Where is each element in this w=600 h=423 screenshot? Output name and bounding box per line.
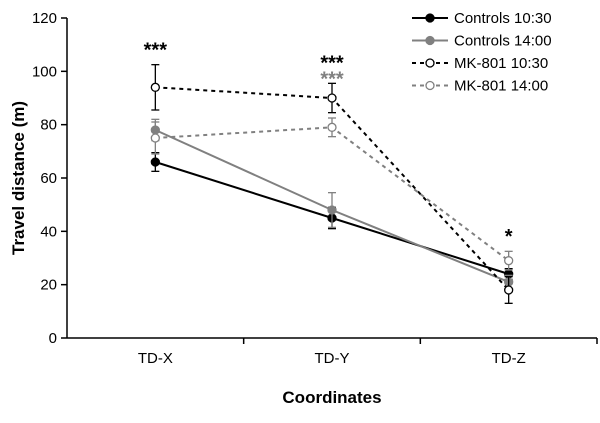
y-tick-label: 60: [40, 170, 57, 187]
legend-marker: [425, 35, 435, 46]
data-point: [504, 285, 514, 295]
data-point: [327, 93, 337, 103]
y-axis-title: Travel distance (m): [9, 101, 28, 255]
series-3: [150, 117, 514, 271]
significance-marker: *: [505, 226, 513, 248]
series-layer: [150, 64, 514, 304]
x-tick-label: TD-X: [138, 350, 173, 367]
y-tick-label: 20: [40, 277, 57, 294]
legend-marker: [425, 80, 435, 91]
legend-label: MK-801 10:30: [454, 55, 548, 72]
legend-item: MK-801 10:30: [412, 55, 548, 72]
legend-label: MK-801 14:00: [454, 78, 548, 95]
data-point: [150, 133, 160, 143]
legend-item: Controls 14:00: [412, 33, 552, 50]
y-tick-label: 40: [40, 223, 57, 240]
x-tick-label: TD-Z: [492, 350, 526, 367]
y-tick-label: 0: [49, 330, 57, 347]
significance-marker: ***: [320, 69, 344, 91]
legend-item: MK-801 14:00: [412, 78, 548, 95]
data-point: [150, 157, 160, 167]
x-tick-label: TD-Y: [315, 350, 350, 367]
data-point: [327, 205, 337, 215]
series-2: [150, 64, 514, 304]
legend-marker: [425, 58, 435, 68]
data-point: [150, 82, 160, 92]
axes: 0 20 40 60 80 100 120 TD-X TD-Y TD-Z: [32, 10, 598, 367]
legend: Controls 10:30 Controls 14:00 MK-801 10:30…: [412, 10, 552, 95]
x-axis-title: Coordinates: [282, 388, 381, 407]
y-tick-label: 100: [32, 63, 57, 80]
significance-marker: ***: [144, 39, 168, 61]
series-1: [150, 118, 514, 290]
y-tick-label: 120: [32, 10, 57, 27]
data-point: [504, 256, 514, 266]
annotation-layer: **********: [144, 39, 513, 248]
legend-label: Controls 14:00: [454, 33, 552, 50]
y-tick-label: 80: [40, 117, 57, 134]
legend-label: Controls 10:30: [454, 10, 552, 27]
legend-marker: [425, 13, 435, 23]
legend-item: Controls 10:30: [412, 10, 552, 27]
significance-marker: ***: [320, 53, 344, 75]
data-point: [327, 122, 337, 132]
